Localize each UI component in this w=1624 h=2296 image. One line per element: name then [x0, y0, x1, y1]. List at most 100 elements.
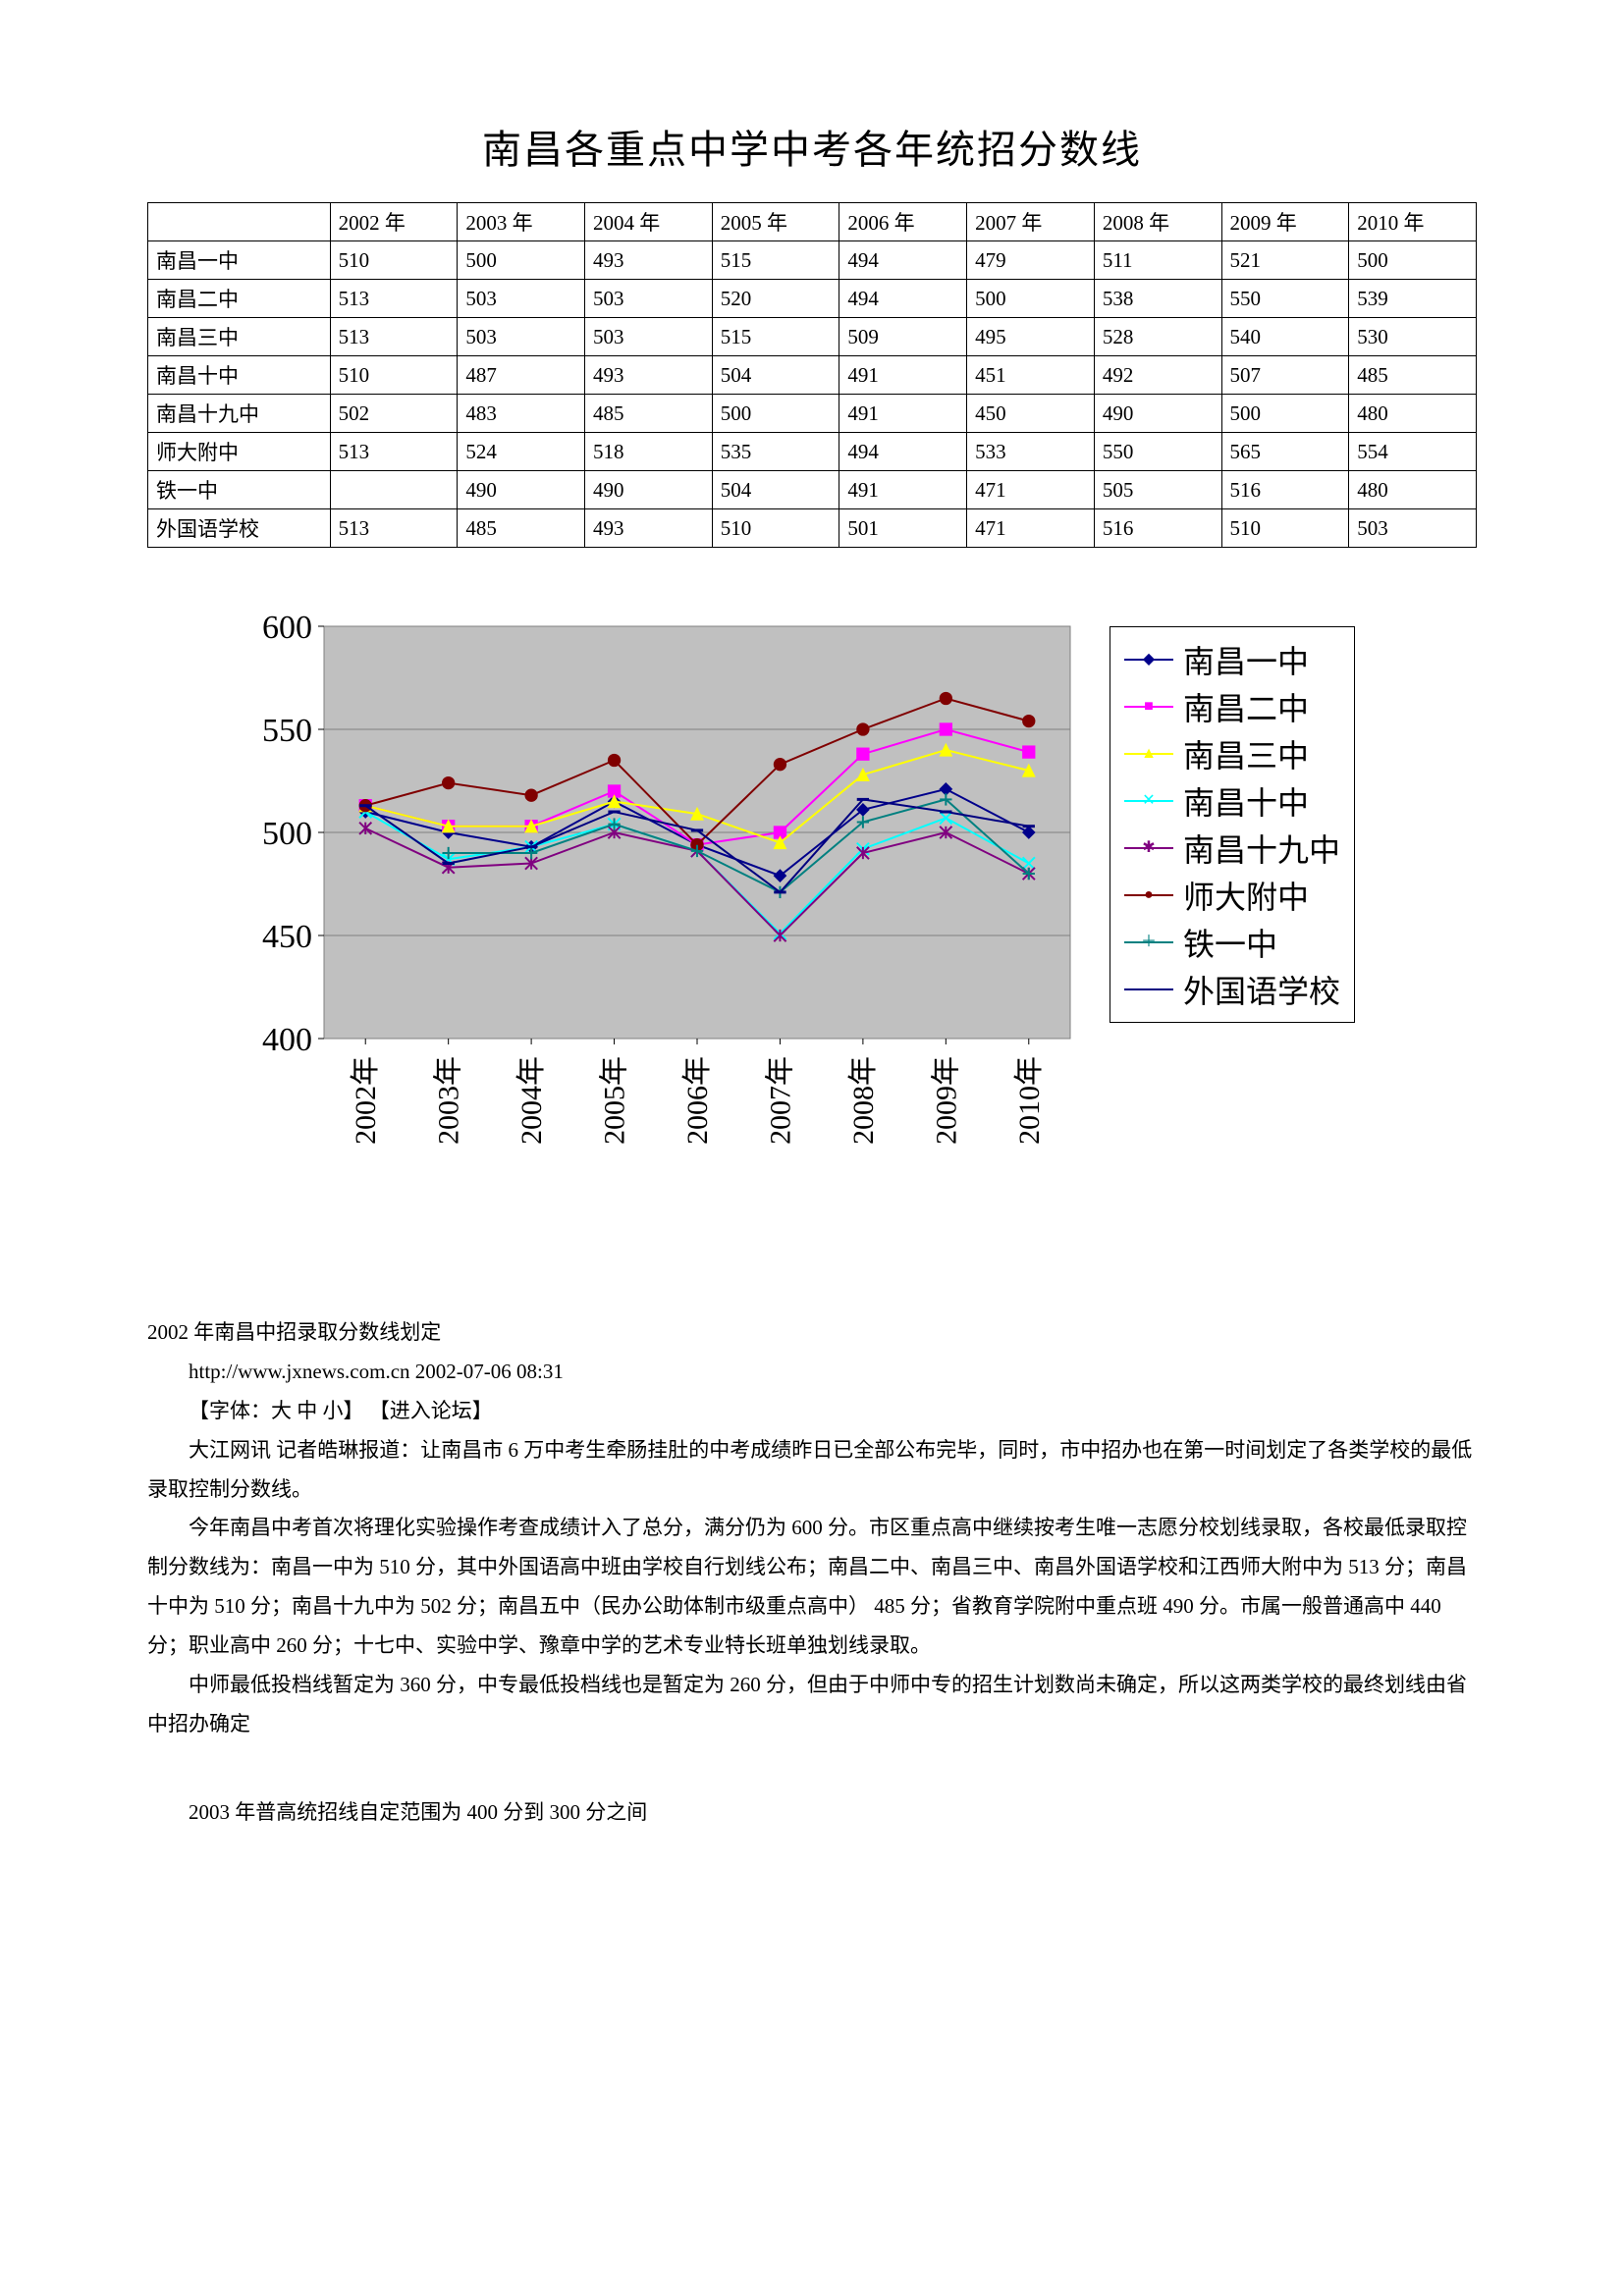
table-cell: 503: [458, 318, 585, 356]
table-cell: 510: [1221, 509, 1349, 548]
table-cell: 515: [712, 241, 839, 280]
table-cell: 530: [1349, 318, 1477, 356]
table-row: 南昌二中513503503520494500538550539: [148, 280, 1477, 318]
svg-text:2005年: 2005年: [599, 1056, 631, 1145]
table-column-header: 2002 年: [330, 203, 458, 241]
table-cell: 491: [839, 395, 967, 433]
legend-item: ▲南昌三中: [1124, 731, 1340, 776]
table-cell: 550: [1221, 280, 1349, 318]
table-cell: 492: [1094, 356, 1221, 395]
svg-text:2009年: 2009年: [930, 1056, 962, 1145]
table-cell: 494: [839, 280, 967, 318]
table-row: 南昌十中510487493504491451492507485: [148, 356, 1477, 395]
legend-label: 南昌二中: [1183, 684, 1309, 729]
legend-item: ●师大附中: [1124, 873, 1340, 918]
table-cell: 521: [1221, 241, 1349, 280]
table-cell: 500: [1349, 241, 1477, 280]
legend-swatch: ■: [1124, 706, 1173, 708]
table-cell: 485: [585, 395, 713, 433]
table-cell: 494: [839, 241, 967, 280]
table-cell: 539: [1349, 280, 1477, 318]
table-row: 外国语学校513485493510501471516510503: [148, 509, 1477, 548]
svg-text:2003年: 2003年: [433, 1056, 465, 1145]
table-cell: 503: [585, 318, 713, 356]
row-label: 南昌十中: [148, 356, 331, 395]
table-cell: 494: [839, 433, 967, 471]
table-column-header: 2003 年: [458, 203, 585, 241]
svg-text:400: 400: [262, 1022, 312, 1058]
row-label: 南昌十九中: [148, 395, 331, 433]
article-footer: 2003 年普高统招线自定范围为 400 分到 300 分之间: [147, 1793, 1477, 1833]
svg-text:2007年: 2007年: [764, 1056, 796, 1145]
svg-text:600: 600: [262, 610, 312, 646]
table-cell: 491: [839, 356, 967, 395]
legend-item: —外国语学校: [1124, 967, 1340, 1012]
table-cell: [330, 471, 458, 509]
legend-label: 师大附中: [1183, 873, 1309, 918]
svg-text:2004年: 2004年: [515, 1056, 548, 1145]
article-paragraph: 今年南昌中考首次将理化实验操作考查成绩计入了总分，满分仍为 600 分。市区重点…: [147, 1509, 1477, 1666]
legend-swatch: ＋: [1124, 941, 1173, 943]
table-cell: 533: [967, 433, 1095, 471]
legend-swatch: ✱: [1124, 847, 1173, 849]
table-cell: 516: [1221, 471, 1349, 509]
table-cell: 503: [458, 280, 585, 318]
table-cell: 510: [712, 509, 839, 548]
table-column-header: [148, 203, 331, 241]
table-cell: 487: [458, 356, 585, 395]
table-column-header: 2006 年: [839, 203, 967, 241]
table-cell: 516: [1094, 509, 1221, 548]
table-cell: 480: [1349, 395, 1477, 433]
page-title: 南昌各重点中学中考各年统招分数线: [147, 118, 1477, 175]
table-cell: 504: [712, 471, 839, 509]
legend-item: ✱南昌十九中: [1124, 826, 1340, 871]
table-cell: 501: [839, 509, 967, 548]
table-column-header: 2009 年: [1221, 203, 1349, 241]
table-cell: 513: [330, 318, 458, 356]
row-label: 外国语学校: [148, 509, 331, 548]
table-cell: 503: [585, 280, 713, 318]
table-cell: 490: [585, 471, 713, 509]
table-column-header: 2004 年: [585, 203, 713, 241]
table-cell: 490: [1094, 395, 1221, 433]
table-cell: 513: [330, 509, 458, 548]
table-column-header: 2007 年: [967, 203, 1095, 241]
table-cell: 495: [967, 318, 1095, 356]
table-cell: 538: [1094, 280, 1221, 318]
scores-table: 2002 年2003 年2004 年2005 年2006 年2007 年2008…: [147, 202, 1477, 548]
svg-text:2002年: 2002年: [350, 1056, 382, 1145]
svg-text:2008年: 2008年: [847, 1056, 880, 1145]
legend-item: ◆南昌一中: [1124, 637, 1340, 682]
table-cell: 507: [1221, 356, 1349, 395]
article-font-controls[interactable]: 【字体：大 中 小】 【进入论坛】: [147, 1392, 1477, 1431]
table-cell: 491: [839, 471, 967, 509]
table-cell: 500: [458, 241, 585, 280]
table-cell: 540: [1221, 318, 1349, 356]
table-cell: 490: [458, 471, 585, 509]
table-cell: 509: [839, 318, 967, 356]
legend-swatch: ▲: [1124, 753, 1173, 755]
table-cell: 565: [1221, 433, 1349, 471]
table-header-row: 2002 年2003 年2004 年2005 年2006 年2007 年2008…: [148, 203, 1477, 241]
article-paragraph: 大江网讯 记者皓琳报道：让南昌市 6 万中考生牵肠挂肚的中考成绩昨日已全部公布完…: [147, 1431, 1477, 1510]
svg-text:550: 550: [262, 713, 312, 749]
table-cell: 480: [1349, 471, 1477, 509]
table-cell: 520: [712, 280, 839, 318]
table-cell: 451: [967, 356, 1095, 395]
table-column-header: 2008 年: [1094, 203, 1221, 241]
legend-swatch: —: [1124, 988, 1173, 990]
svg-text:450: 450: [262, 919, 312, 955]
row-label: 师大附中: [148, 433, 331, 471]
article-source: http://www.jxnews.com.cn 2002-07-06 08:3…: [147, 1353, 1477, 1392]
table-column-header: 2010 年: [1349, 203, 1477, 241]
article-heading: 2002 年南昌中招录取分数线划定: [147, 1313, 1477, 1353]
table-cell: 483: [458, 395, 585, 433]
row-label: 南昌二中: [148, 280, 331, 318]
table-cell: 471: [967, 509, 1095, 548]
table-cell: 479: [967, 241, 1095, 280]
table-cell: 500: [1221, 395, 1349, 433]
table-cell: 554: [1349, 433, 1477, 471]
table-cell: 513: [330, 280, 458, 318]
legend-item: ■ 南昌二中: [1124, 684, 1340, 729]
table-cell: 505: [1094, 471, 1221, 509]
